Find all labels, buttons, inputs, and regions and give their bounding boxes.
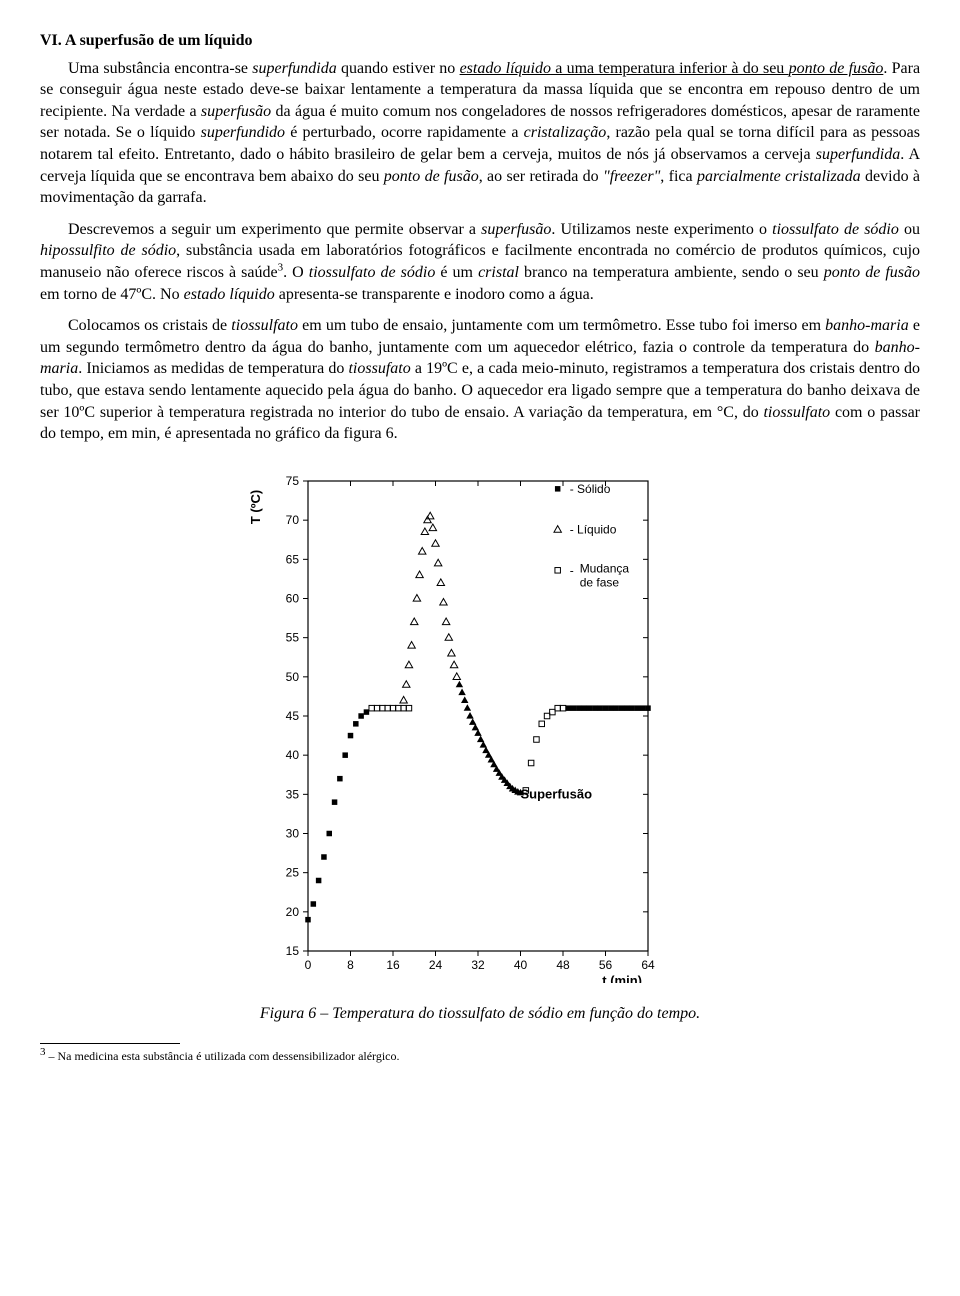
svg-text:45: 45: [286, 709, 300, 723]
paragraph-2: Descrevemos a seguir um experimento que …: [40, 219, 920, 305]
svg-text:-: -: [570, 563, 574, 577]
svg-text:50: 50: [286, 670, 300, 684]
svg-text:15: 15: [286, 944, 300, 958]
svg-text:25: 25: [286, 865, 300, 879]
figure-6-chart: 0 8 16 24 32 40 48 56 64 15 20 25 30 35 40 45 50 55 60 65 70…: [40, 463, 920, 990]
svg-text:16: 16: [386, 958, 400, 972]
paragraph-3: Colocamos os cristais de tiossulfato em …: [40, 315, 920, 445]
svg-text:70: 70: [286, 513, 300, 527]
svg-text:0: 0: [305, 958, 312, 972]
svg-text:64: 64: [641, 958, 655, 972]
paragraph-1: Uma substância encontra-se superfundida …: [40, 58, 920, 209]
svg-text:30: 30: [286, 826, 300, 840]
svg-text:56: 56: [599, 958, 613, 972]
svg-text:Mudança: Mudança: [580, 561, 630, 575]
svg-text:- Líquido: - Líquido: [570, 522, 617, 536]
svg-text:t (min): t (min): [602, 973, 642, 983]
chart-svg: 0 8 16 24 32 40 48 56 64 15 20 25 30 35 40 45 50 55 60 65 70…: [230, 463, 730, 983]
svg-text:55: 55: [286, 630, 300, 644]
svg-text:40: 40: [514, 958, 528, 972]
svg-text:75: 75: [286, 474, 300, 488]
svg-text:35: 35: [286, 787, 300, 801]
svg-text:60: 60: [286, 591, 300, 605]
svg-text:20: 20: [286, 905, 300, 919]
svg-text:40: 40: [286, 748, 300, 762]
svg-text:32: 32: [471, 958, 485, 972]
svg-text:T (ºC): T (ºC): [248, 490, 263, 524]
section-heading: VI. A superfusão de um líquido: [40, 30, 920, 52]
footnote-rule: [40, 1043, 180, 1044]
figure-6-caption: Figura 6 – Temperatura do tiossulfato de…: [40, 1003, 920, 1025]
svg-text:- Sólido: - Sólido: [570, 482, 611, 496]
svg-text:65: 65: [286, 552, 300, 566]
svg-text:24: 24: [429, 958, 443, 972]
footnote-3: 3 – Na medicina esta substância é utiliz…: [40, 1048, 920, 1064]
svg-text:8: 8: [347, 958, 354, 972]
svg-text:Superfusão: Superfusão: [521, 786, 593, 801]
svg-text:48: 48: [556, 958, 570, 972]
svg-text:de fase: de fase: [580, 575, 620, 589]
